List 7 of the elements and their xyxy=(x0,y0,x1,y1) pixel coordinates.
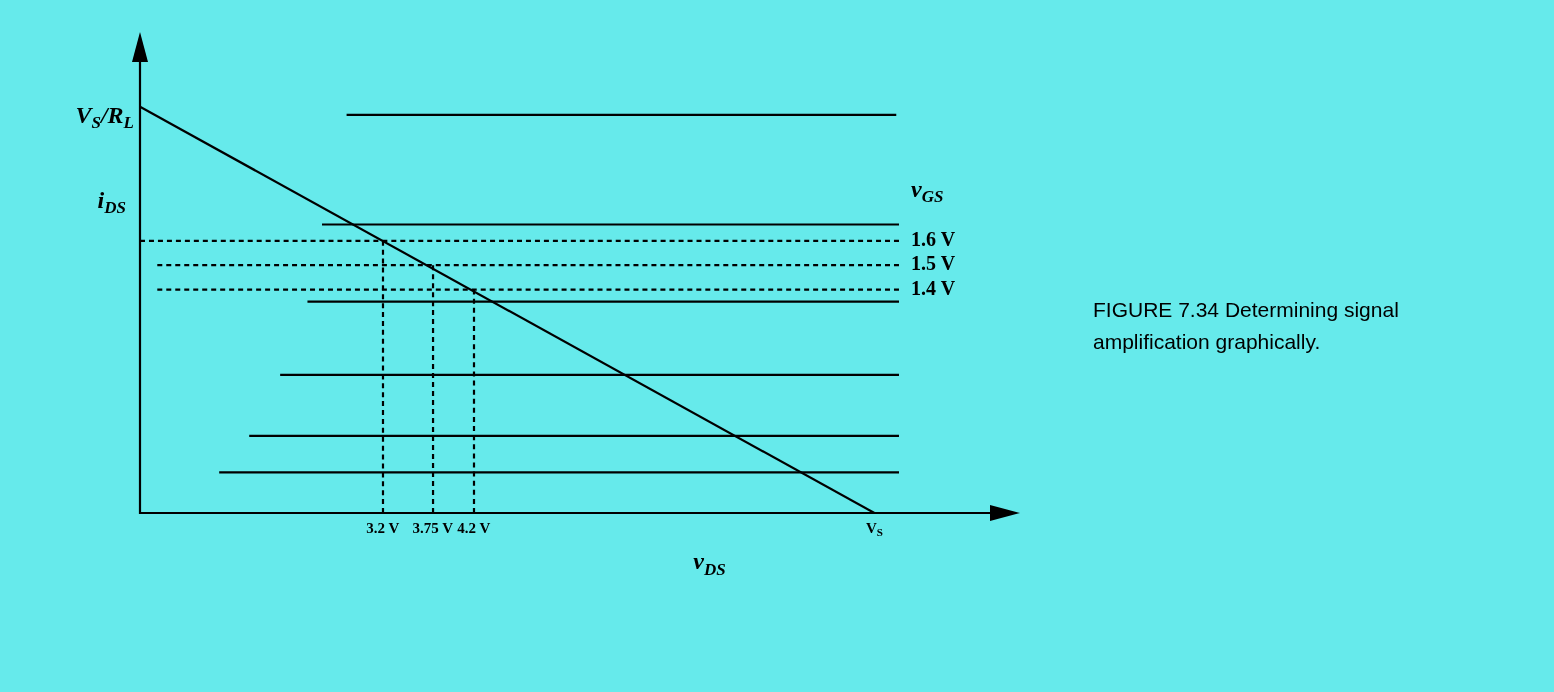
series-label: 1.6 V xyxy=(910,227,956,250)
x-tick-label: 3.2 V xyxy=(366,519,400,536)
x-tick-label: 4.2 V xyxy=(457,519,491,536)
series-label: 1.5 V xyxy=(910,252,956,275)
x-tick-label: 3.75 V xyxy=(412,519,454,536)
series-label: 1.4 V xyxy=(910,276,956,299)
caption: FIGURE 7.34 Determining signal amplification graphically. xyxy=(1093,297,1400,355)
